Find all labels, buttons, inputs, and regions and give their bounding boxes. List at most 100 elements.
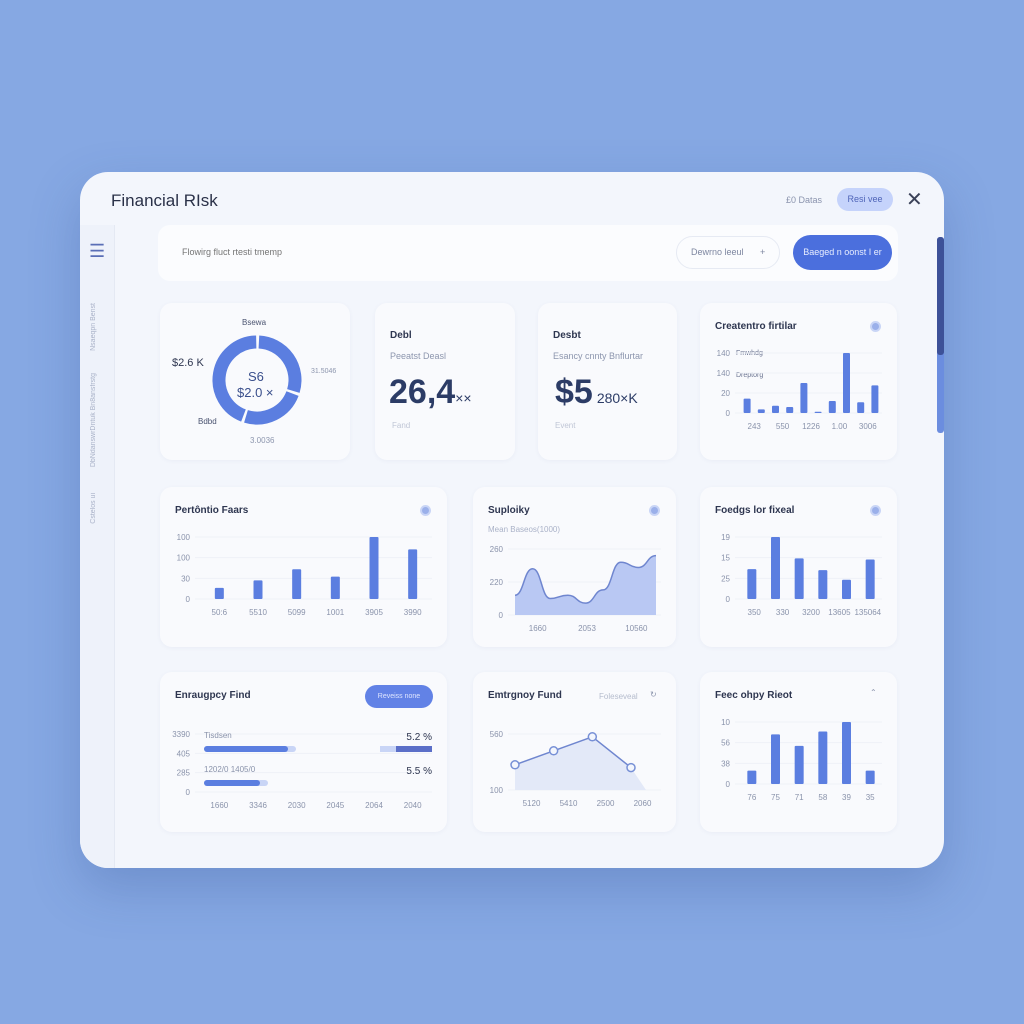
chart-subtitle: Foleseveal [599,692,638,701]
sidebar-item[interactable]: DbNdanswrDntuk Bn8ansfrstg [90,373,97,468]
bar [794,745,804,784]
bar [843,353,850,413]
y-tick-label: 140 [717,349,731,358]
info-icon[interactable] [420,505,431,516]
progress-bar [204,746,288,752]
bar [771,537,780,599]
bar [814,411,822,413]
y-tick-label: 30 [181,574,190,583]
row-label: 1202/0 1405/0 [204,765,256,774]
donut-segment [212,335,257,422]
data-point[interactable] [626,762,636,773]
data-point[interactable] [510,760,520,770]
x-tick-label: 1.00 [832,422,848,431]
chart-title: Createntro firtilar [715,321,797,332]
bar [786,407,794,413]
sidebar-item[interactable]: Nsaeqpn Benst [90,303,97,351]
chart-plot: 3390 405 285 0 1660 3346 2030 2045 2064 2040 Tisds… [172,730,432,810]
bar [292,569,302,599]
app-window: Financial RIsk £0 Datas Resi vee ✕ ☰ Nsa… [80,172,944,868]
donut-segment [244,390,299,425]
sidebar-item[interactable]: Cstelos ui [90,493,97,524]
x-tick-label: 2500 [597,799,615,808]
header-link[interactable]: £0 Datas [786,195,823,205]
bar [408,549,418,599]
y-tick-label: 15 [721,554,730,563]
x-tick-label: 350 [748,608,762,617]
menu-icon[interactable]: ☰ [89,241,106,261]
bar-chart-card: Pertôntio Faars 100 100 30 0 50:6 5510 5099 1001… [160,487,447,647]
progress-chart-card: Enraugpcy Find Reveiss none 3390 405 285 0 166… [160,672,447,832]
info-icon[interactable] [870,321,881,332]
donut-label: Bdbd [198,417,217,426]
scrollbar[interactable] [937,237,944,433]
toolbar: Dewrno leeul + Baeged n oonst I er [158,225,898,281]
x-tick-label: 71 [795,793,804,802]
bar [330,576,340,599]
info-icon[interactable] [649,505,660,516]
x-tick-label: 2064 [365,801,383,810]
x-tick-label: 243 [748,422,762,431]
row-value: 5.5 % [406,766,432,777]
y-tick-label: 38 [721,759,730,768]
y-tick-label: 20 [721,389,730,398]
x-tick-label: 3346 [249,801,267,810]
plus-icon: + [760,247,766,257]
filter-select[interactable]: Dewrno leeul + [676,236,780,269]
x-tick-label: 5120 [523,799,541,808]
kpi-card: Debl Peeatst Deasl 26,4×× Fand [375,303,515,460]
data-point[interactable] [548,746,559,756]
kpi-subtitle: Esancy cnnty Bnflurtar [553,351,644,361]
y-tick-label: 0 [186,595,191,604]
area-fill [515,555,656,615]
y-tick-label: 260 [490,545,504,554]
close-icon[interactable]: ✕ [906,189,923,211]
bar-chart-card: Createntro firtilarFmwhdgDreptorg1401402… [700,303,897,460]
scrollbar-thumb[interactable] [937,237,944,355]
donut-label: Bsewa [242,318,267,327]
chart-subtitle: Mean Baseos(1000) [488,525,561,534]
chart-plot: 560 100 5120 5410 2500 2060 [490,730,661,808]
bar [842,722,851,784]
x-tick-label: 10560 [625,624,648,633]
bar [818,570,828,599]
kpi-title: Desbt [553,330,581,341]
x-tick-label: 76 [747,793,756,802]
y-tick-label: 0 [726,409,731,418]
y-tick-label: 19 [721,533,730,542]
kpi-value: 26,4×× [389,373,472,412]
chevron-up-icon[interactable]: ⌃ [870,688,877,697]
kpi-foot: Event [555,421,576,430]
x-tick-label: 75 [771,793,780,802]
y-tick-label: 0 [186,788,191,797]
header-button[interactable]: Resi vee [837,188,893,211]
x-tick-label: 330 [776,608,790,617]
data-point[interactable] [587,732,598,742]
search-input[interactable] [182,247,482,257]
bar [747,569,757,599]
y-tick-label: 100 [490,786,504,795]
chart-title: Feec ohpy Rieot [715,690,793,701]
donut-center-value: $2.0 × [237,385,274,400]
kpi-number: 26,4 [389,373,456,411]
chart-title: Foedgs lor fixeal [715,505,795,516]
bar [747,770,757,784]
bar-chart-card: Foedgs lor fixeal 19 15 25 0 350 330 3200 13605 1… [700,487,897,647]
info-icon[interactable] [870,505,881,516]
x-tick-label: 3200 [802,608,820,617]
x-tick-label: 550 [776,422,790,431]
primary-button[interactable]: Baeged n oonst I er [793,235,892,270]
bar [772,405,779,413]
chart-title: Enraugpcy Find [175,690,251,701]
kpi-title: Debl [390,330,412,341]
kpi-unit: 280×K [596,390,638,406]
donut-label: 31.5046 [311,368,337,375]
row-value: 5.2 % [406,732,432,743]
chart-plot: 10 56 38 0 76 75 71 58 39 35 [721,718,882,802]
refresh-icon[interactable]: ↻ [650,690,657,699]
bar [842,579,851,599]
x-tick-label: 2060 [634,799,652,808]
bar [771,734,780,784]
chart-button[interactable]: Reveiss none [365,685,433,708]
chart-title: Suploiky [488,505,530,516]
